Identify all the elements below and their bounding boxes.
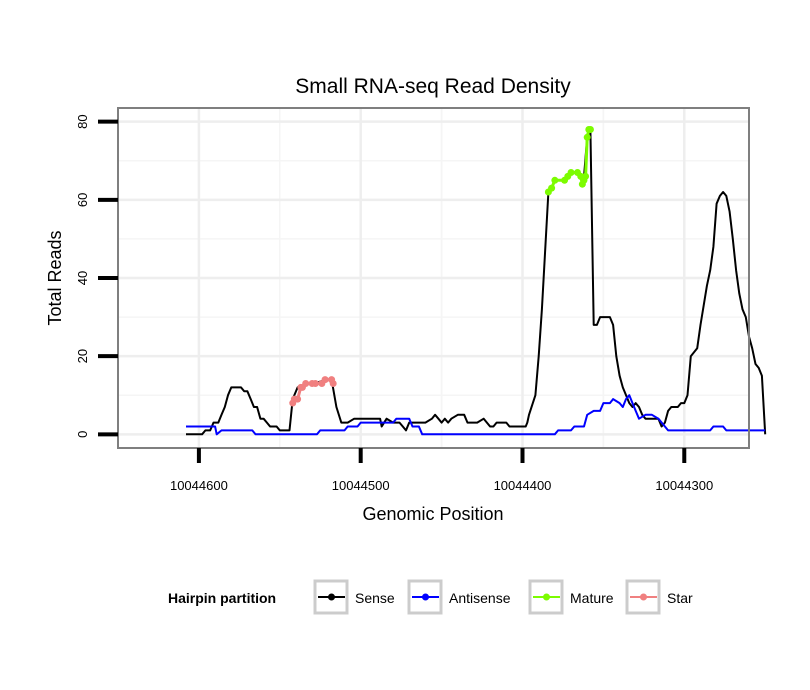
data-point-mature bbox=[586, 125, 594, 133]
x-tick-label: 10044300 bbox=[655, 478, 713, 493]
legend: Hairpin partition Sense Antisense Mature St… bbox=[168, 579, 693, 615]
chart-title: Small RNA-seq Read Density bbox=[295, 75, 571, 98]
series-points bbox=[289, 125, 594, 407]
y-tick-label: 0 bbox=[75, 431, 90, 438]
data-point-mature bbox=[551, 176, 559, 184]
data-point-star bbox=[311, 380, 319, 388]
y-tick-label: 80 bbox=[75, 114, 90, 128]
legend-label: Antisense bbox=[449, 590, 511, 606]
y-tick-label: 20 bbox=[75, 349, 90, 363]
data-point-star bbox=[321, 376, 329, 384]
legend-key-point bbox=[422, 593, 429, 601]
y-axis-title: Total Reads bbox=[45, 230, 65, 325]
grid-major bbox=[118, 108, 749, 448]
legend-label: Star bbox=[667, 590, 693, 606]
y-tick-label: 40 bbox=[75, 271, 90, 285]
legend-entries: Sense Antisense Mature Star bbox=[313, 579, 693, 615]
x-axis-title: Genomic Position bbox=[362, 504, 503, 524]
x-tick-label: 10044600 bbox=[170, 478, 228, 493]
y-axis: 0 20 40 60 80 bbox=[75, 114, 118, 438]
data-point-mature bbox=[582, 172, 590, 180]
legend-key-point bbox=[543, 593, 550, 601]
legend-entry-star: Star bbox=[625, 579, 693, 615]
data-point-star bbox=[294, 395, 302, 403]
x-tick-label: 10044500 bbox=[332, 478, 390, 493]
legend-title: Hairpin partition bbox=[168, 590, 276, 606]
data-point-mature bbox=[583, 133, 591, 141]
plot-panel bbox=[117, 107, 767, 449]
data-point-mature bbox=[548, 184, 556, 192]
legend-label: Sense bbox=[355, 590, 395, 606]
legend-entry-mature: Mature bbox=[528, 579, 614, 615]
x-axis: 10044600 10044500 10044400 10044300 bbox=[118, 447, 749, 493]
data-point-star bbox=[302, 380, 310, 388]
series-line-sense bbox=[186, 128, 767, 436]
x-tick-label: 10044400 bbox=[494, 478, 552, 493]
data-point-star bbox=[329, 380, 337, 388]
legend-key-point bbox=[640, 593, 647, 601]
y-tick-label: 60 bbox=[75, 193, 90, 207]
series-line-antisense bbox=[186, 394, 766, 436]
legend-entry-antisense: Antisense bbox=[407, 579, 511, 615]
data-point-mature bbox=[567, 168, 575, 176]
legend-label: Mature bbox=[570, 590, 614, 606]
legend-entry-sense: Sense bbox=[313, 579, 395, 615]
legend-key-point bbox=[328, 593, 335, 601]
